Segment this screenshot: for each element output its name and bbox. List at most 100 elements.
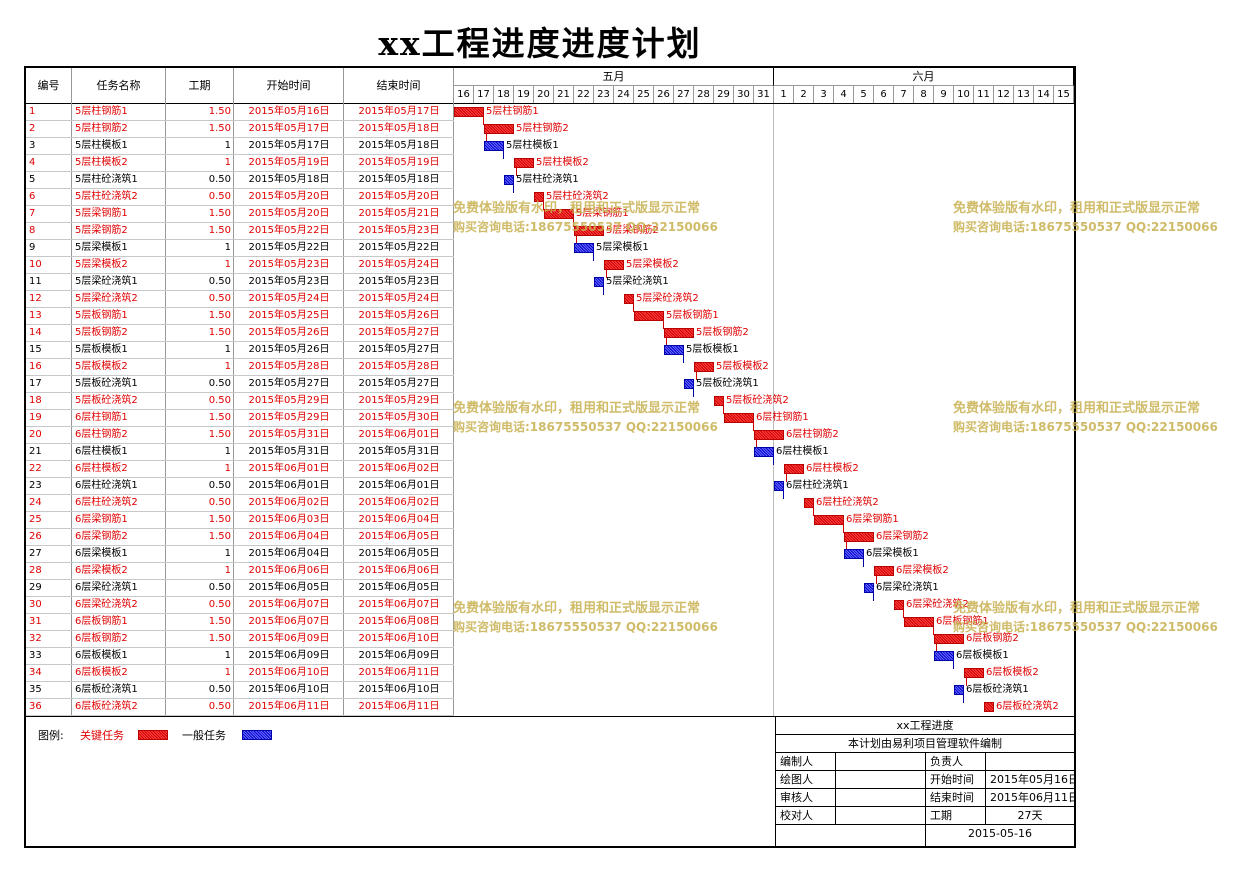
row-divider <box>26 596 454 597</box>
dependency-link <box>486 134 487 142</box>
task-end-cell: 2015年05月28日 <box>358 361 440 372</box>
task-end-cell: 2015年06月11日 <box>358 701 440 712</box>
day-header: 1 <box>774 86 794 103</box>
column-header-end: 结束时间 <box>344 68 454 104</box>
gantt-bar[interactable] <box>894 600 904 610</box>
row-divider <box>26 562 454 563</box>
gantt-bar[interactable] <box>504 175 514 185</box>
gantt-bar[interactable] <box>544 209 574 219</box>
gantt-bar[interactable] <box>664 328 694 338</box>
day-header: 21 <box>554 86 574 103</box>
task-end-cell: 2015年05月18日 <box>358 174 440 185</box>
gantt-bar[interactable] <box>594 277 604 287</box>
gantt-bar[interactable] <box>864 583 874 593</box>
day-header: 13 <box>1014 86 1034 103</box>
task-end-cell: 2015年05月19日 <box>358 157 440 168</box>
task-duration-cell: 1 <box>224 140 231 151</box>
gantt-bar[interactable] <box>714 396 724 406</box>
task-id-cell: 15 <box>29 344 42 355</box>
row-divider <box>26 239 454 240</box>
row-divider <box>26 341 454 342</box>
row-divider <box>26 171 454 172</box>
gantt-bar-label: 5层梁砼浇筑2 <box>636 293 699 304</box>
gantt-bar[interactable] <box>814 515 844 525</box>
gantt-bar[interactable] <box>454 107 484 117</box>
task-name-cell: 6层梁模板2 <box>75 565 128 576</box>
gantt-bar[interactable] <box>514 158 534 168</box>
gantt-bar[interactable] <box>934 634 964 644</box>
task-name-cell: 6层柱砼浇筑1 <box>75 480 138 491</box>
day-header: 3 <box>814 86 834 103</box>
task-name-cell: 6层梁钢筋2 <box>75 531 128 542</box>
gantt-bar[interactable] <box>684 379 694 389</box>
gantt-bar[interactable] <box>604 260 624 270</box>
gantt-bar[interactable] <box>954 685 964 695</box>
task-start-cell: 2015年05月24日 <box>248 293 330 304</box>
gantt-bar[interactable] <box>904 617 934 627</box>
task-start-cell: 2015年06月06日 <box>248 565 330 576</box>
task-duration-cell: 0.50 <box>208 395 231 406</box>
gantt-bar[interactable] <box>694 362 714 372</box>
gantt-bar[interactable] <box>664 345 684 355</box>
gantt-bar[interactable] <box>754 430 784 440</box>
gantt-bar[interactable] <box>984 702 994 712</box>
row-divider <box>26 409 454 410</box>
gantt-bar[interactable] <box>624 294 634 304</box>
dependency-link <box>846 542 847 550</box>
task-start-cell: 2015年05月20日 <box>248 191 330 202</box>
task-name-cell: 5层板模板2 <box>75 361 128 372</box>
gantt-bar[interactable] <box>574 226 604 236</box>
task-duration-cell: 0.50 <box>208 497 231 508</box>
row-divider <box>26 664 454 665</box>
row-divider <box>26 494 454 495</box>
gantt-bar[interactable] <box>534 192 544 202</box>
task-id-cell: 2 <box>29 123 36 134</box>
gantt-bar[interactable] <box>784 464 804 474</box>
gantt-bar[interactable] <box>574 243 594 253</box>
row-divider <box>26 630 454 631</box>
task-start-cell: 2015年06月03日 <box>248 514 330 525</box>
task-id-cell: 22 <box>29 463 42 474</box>
task-start-cell: 2015年06月10日 <box>248 667 330 678</box>
day-header: 6 <box>874 86 894 103</box>
task-duration-cell: 1.50 <box>208 208 231 219</box>
task-end-cell: 2015年05月22日 <box>358 242 440 253</box>
task-start-cell: 2015年06月04日 <box>248 531 330 542</box>
gantt-bar[interactable] <box>774 481 784 491</box>
task-duration-cell: 1 <box>224 259 231 270</box>
task-name-cell: 6层梁砼浇筑2 <box>75 599 138 610</box>
task-name-cell: 5层梁模板1 <box>75 242 128 253</box>
task-start-cell: 2015年05月23日 <box>248 276 330 287</box>
task-duration-cell: 1 <box>224 361 231 372</box>
dependency-link <box>633 304 634 312</box>
gantt-bar-label: 5层柱砼浇筑1 <box>516 174 579 185</box>
gantt-bar[interactable] <box>844 549 864 559</box>
gantt-bar[interactable] <box>934 651 954 661</box>
gantt-bar-label: 5层板钢筋1 <box>666 310 719 321</box>
gantt-bar[interactable] <box>484 141 504 151</box>
task-id-cell: 31 <box>29 616 42 627</box>
gantt-bar[interactable] <box>754 447 774 457</box>
gantt-bar[interactable] <box>804 498 814 508</box>
gantt-bar[interactable] <box>634 311 664 321</box>
info-end-label: 结束时间 <box>926 789 986 807</box>
gantt-bar[interactable] <box>964 668 984 678</box>
dependency-link <box>573 219 574 227</box>
gantt-bar-label: 5层柱钢筋2 <box>516 123 569 134</box>
task-name-cell: 6层板钢筋1 <box>75 616 128 627</box>
legend-label: 图例: <box>38 729 64 742</box>
gantt-bar-label: 6层梁砼浇筑2 <box>906 599 969 610</box>
day-header: 19 <box>514 86 534 103</box>
task-duration-cell: 1 <box>224 650 231 661</box>
task-end-cell: 2015年05月18日 <box>358 123 440 134</box>
row-divider <box>26 647 454 648</box>
task-end-cell: 2015年06月05日 <box>358 531 440 542</box>
gantt-bar[interactable] <box>844 532 874 542</box>
gantt-bar[interactable] <box>724 413 754 423</box>
task-id-cell: 12 <box>29 293 42 304</box>
gantt-bar[interactable] <box>484 124 514 134</box>
gantt-bar[interactable] <box>874 566 894 576</box>
task-duration-cell: 1.50 <box>208 310 231 321</box>
info-start-label: 开始时间 <box>926 771 986 789</box>
task-end-cell: 2015年05月27日 <box>358 344 440 355</box>
